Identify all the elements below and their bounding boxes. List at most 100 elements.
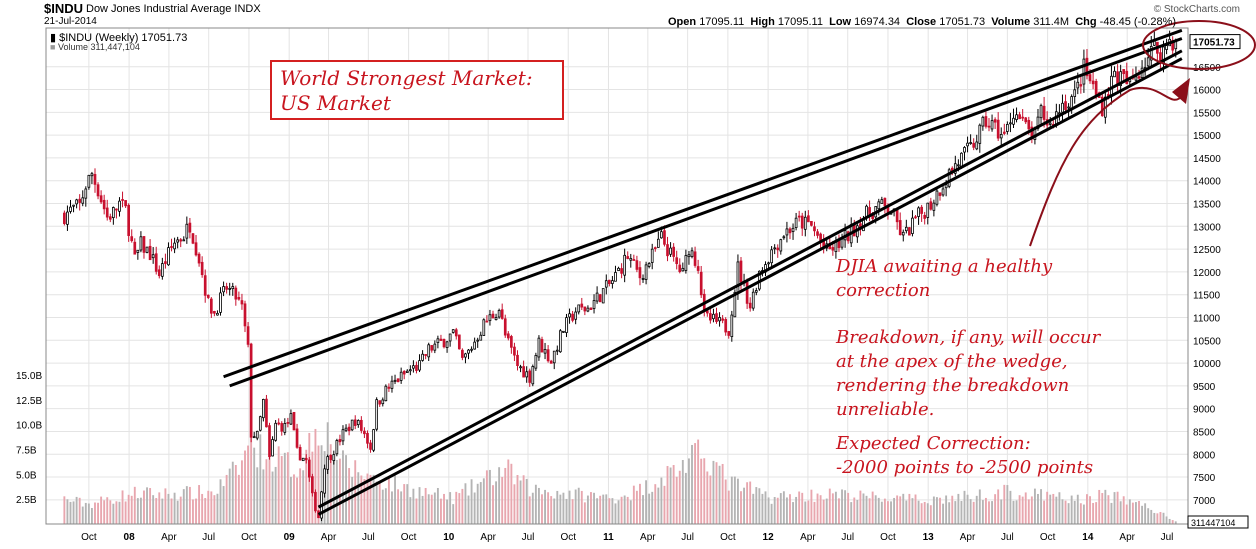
- title-annotation-box: World Strongest Market: US Market: [270, 60, 564, 120]
- candle-body: [966, 142, 969, 147]
- candle-body: [1149, 45, 1153, 61]
- candle-body: [485, 320, 489, 323]
- candle-body: [1110, 75, 1113, 96]
- volume-bar: [890, 501, 892, 524]
- candle-body: [442, 338, 446, 348]
- volume-bar: [433, 492, 436, 524]
- volume-tick-label: 12.5B: [16, 396, 42, 407]
- candle-body: [228, 287, 232, 290]
- candle-body: [412, 365, 415, 369]
- candle-body: [565, 317, 568, 333]
- volume-bar: [969, 499, 972, 524]
- volume-bar: [204, 498, 207, 524]
- candle-body: [467, 349, 470, 354]
- candle-body: [473, 341, 476, 350]
- volume-bar: [709, 475, 712, 524]
- candle-body: [154, 253, 158, 272]
- volume-bar: [684, 472, 687, 524]
- volume-bar: [736, 478, 739, 524]
- candle-body: [157, 269, 161, 277]
- volume-bar: [1049, 494, 1052, 524]
- volume-bar: [831, 493, 834, 524]
- candle-body: [999, 134, 1003, 139]
- time-tick-label: Oct: [880, 532, 896, 543]
- volume-bar: [926, 503, 929, 524]
- candle-body: [960, 152, 963, 168]
- volume-bar: [317, 445, 320, 524]
- high-label: High: [750, 16, 775, 28]
- volume-bar: [418, 487, 421, 524]
- volume-bar: [776, 497, 779, 524]
- ticker-symbol: $INDU: [44, 1, 84, 16]
- price-tick-label: 11500: [1193, 291, 1221, 302]
- volume-bar: [467, 495, 470, 524]
- candle-body: [75, 199, 78, 205]
- last-price-box: [1189, 34, 1241, 50]
- candle-body: [439, 338, 443, 341]
- volume-bar: [691, 444, 693, 524]
- volume-bar: [1076, 494, 1079, 524]
- volume-bar: [936, 497, 938, 524]
- candle-body: [568, 313, 571, 318]
- candle-body: [917, 207, 920, 217]
- volume-bar: [143, 490, 145, 524]
- volume-bar: [176, 500, 179, 524]
- time-tick-label: Oct: [720, 532, 736, 543]
- volume-bar: [663, 485, 666, 524]
- volume-bar: [531, 492, 534, 524]
- price-tick-label: 12500: [1193, 245, 1221, 256]
- candle-body: [479, 334, 483, 341]
- candle-body: [794, 217, 798, 229]
- gridlines: [46, 28, 1188, 524]
- volume-bar: [473, 492, 476, 524]
- volume-bar: [586, 495, 589, 524]
- candle-body: [635, 260, 639, 270]
- volume-bar: [130, 495, 133, 524]
- volume-bar: [354, 460, 357, 524]
- candle-body: [381, 399, 385, 405]
- volume-bar: [844, 490, 847, 524]
- volume-bar: [758, 488, 761, 524]
- volume-bar: [672, 465, 675, 524]
- open-label: Open: [668, 16, 697, 28]
- volume-bar: [773, 497, 776, 524]
- candle-body: [626, 256, 630, 259]
- candle-body: [503, 318, 507, 336]
- candle-body: [638, 267, 642, 279]
- time-tick-label: Oct: [241, 532, 257, 543]
- candle-body: [249, 343, 253, 438]
- volume-bar: [721, 463, 724, 524]
- volume-bar: [583, 502, 586, 524]
- candle-body: [540, 339, 544, 353]
- candle-body: [687, 254, 691, 258]
- volume-bar: [455, 491, 458, 524]
- candle-body: [1091, 80, 1095, 85]
- candle-body: [182, 239, 186, 242]
- volume-bar: [590, 492, 592, 524]
- volume-bar: [1046, 491, 1049, 524]
- candle-body: [709, 313, 712, 321]
- candle-body: [99, 195, 103, 203]
- volume-bar: [761, 493, 764, 524]
- volume-bar: [479, 482, 482, 524]
- candle-body: [222, 286, 225, 293]
- volume-bar: [871, 491, 874, 524]
- candle-body: [301, 457, 305, 462]
- volume-bar: [1141, 505, 1144, 524]
- time-tick-label: Jul: [522, 532, 535, 543]
- candle-body: [653, 247, 657, 250]
- volume-bar: [639, 483, 641, 524]
- volume-bar: [703, 458, 706, 524]
- candle-body: [213, 311, 216, 314]
- candle-body: [791, 227, 795, 232]
- wedge-trendlines: [223, 28, 1183, 516]
- volume-bar: [1110, 502, 1113, 524]
- time-tick-label: Jul: [362, 532, 375, 543]
- volume-bar: [63, 496, 66, 524]
- candle-body: [1082, 58, 1086, 85]
- price-tick-label: 15000: [1193, 131, 1221, 142]
- candle-body: [237, 297, 241, 300]
- time-tick-label: Apr: [800, 532, 816, 543]
- volume-bar: [1092, 502, 1095, 524]
- candle-body: [1009, 122, 1012, 125]
